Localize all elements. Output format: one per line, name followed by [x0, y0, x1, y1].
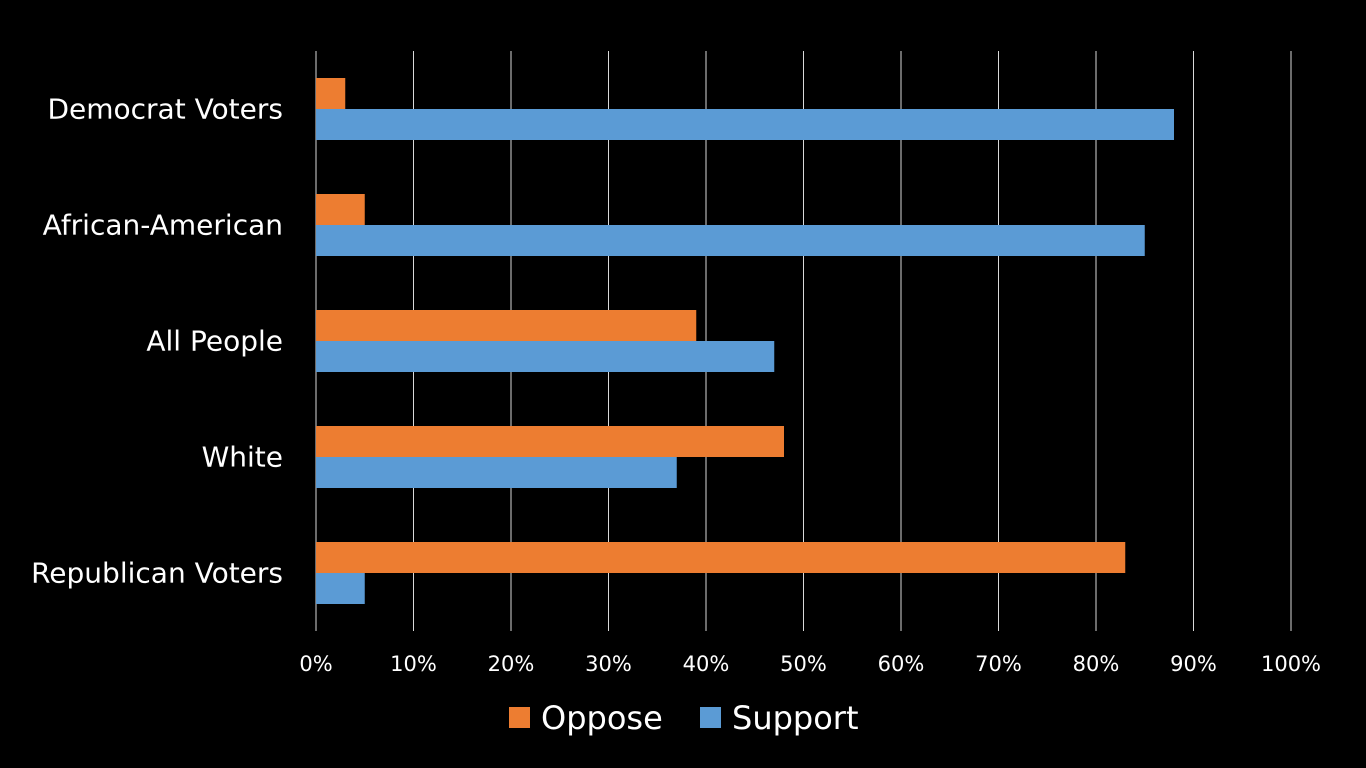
x-tick-label: 70%	[975, 652, 1022, 676]
category-label: White	[202, 441, 283, 474]
x-tick-label: 0%	[299, 652, 332, 676]
x-tick-label: 30%	[585, 652, 632, 676]
bar-oppose	[316, 310, 697, 341]
bars	[316, 78, 1174, 604]
legend-label-oppose: Oppose	[541, 699, 663, 737]
legend-label-support: Support	[732, 699, 859, 737]
bar-support	[316, 457, 677, 488]
bar-oppose	[316, 542, 1126, 573]
bar-support	[316, 341, 775, 372]
category-label: Democrat Voters	[47, 93, 283, 126]
category-labels: Democrat Voters African-American All Peopl…	[31, 93, 283, 590]
legend: Oppose Support	[509, 699, 859, 737]
x-axis-tick-labels: 0% 10% 20% 30% 40% 50% 60% 70% 80% 90% 100%	[299, 652, 1321, 676]
bar-oppose	[316, 426, 784, 457]
x-tick-label: 40%	[683, 652, 730, 676]
x-tick-label: 50%	[780, 652, 827, 676]
x-tick-label: 90%	[1170, 652, 1217, 676]
bar-oppose	[316, 78, 346, 109]
category-label: All People	[146, 325, 283, 358]
x-tick-label: 10%	[390, 652, 437, 676]
x-tick-label: 60%	[878, 652, 925, 676]
x-tick-label: 100%	[1261, 652, 1321, 676]
legend-swatch-oppose	[509, 707, 530, 728]
x-tick-label: 80%	[1073, 652, 1120, 676]
bar-support	[316, 225, 1145, 256]
bar-oppose	[316, 194, 365, 225]
bar-support	[316, 109, 1174, 140]
category-label: Republican Voters	[31, 557, 283, 590]
legend-swatch-support	[700, 707, 721, 728]
x-tick-label: 20%	[488, 652, 535, 676]
bar-support	[316, 573, 365, 604]
category-label: African-American	[43, 209, 283, 242]
